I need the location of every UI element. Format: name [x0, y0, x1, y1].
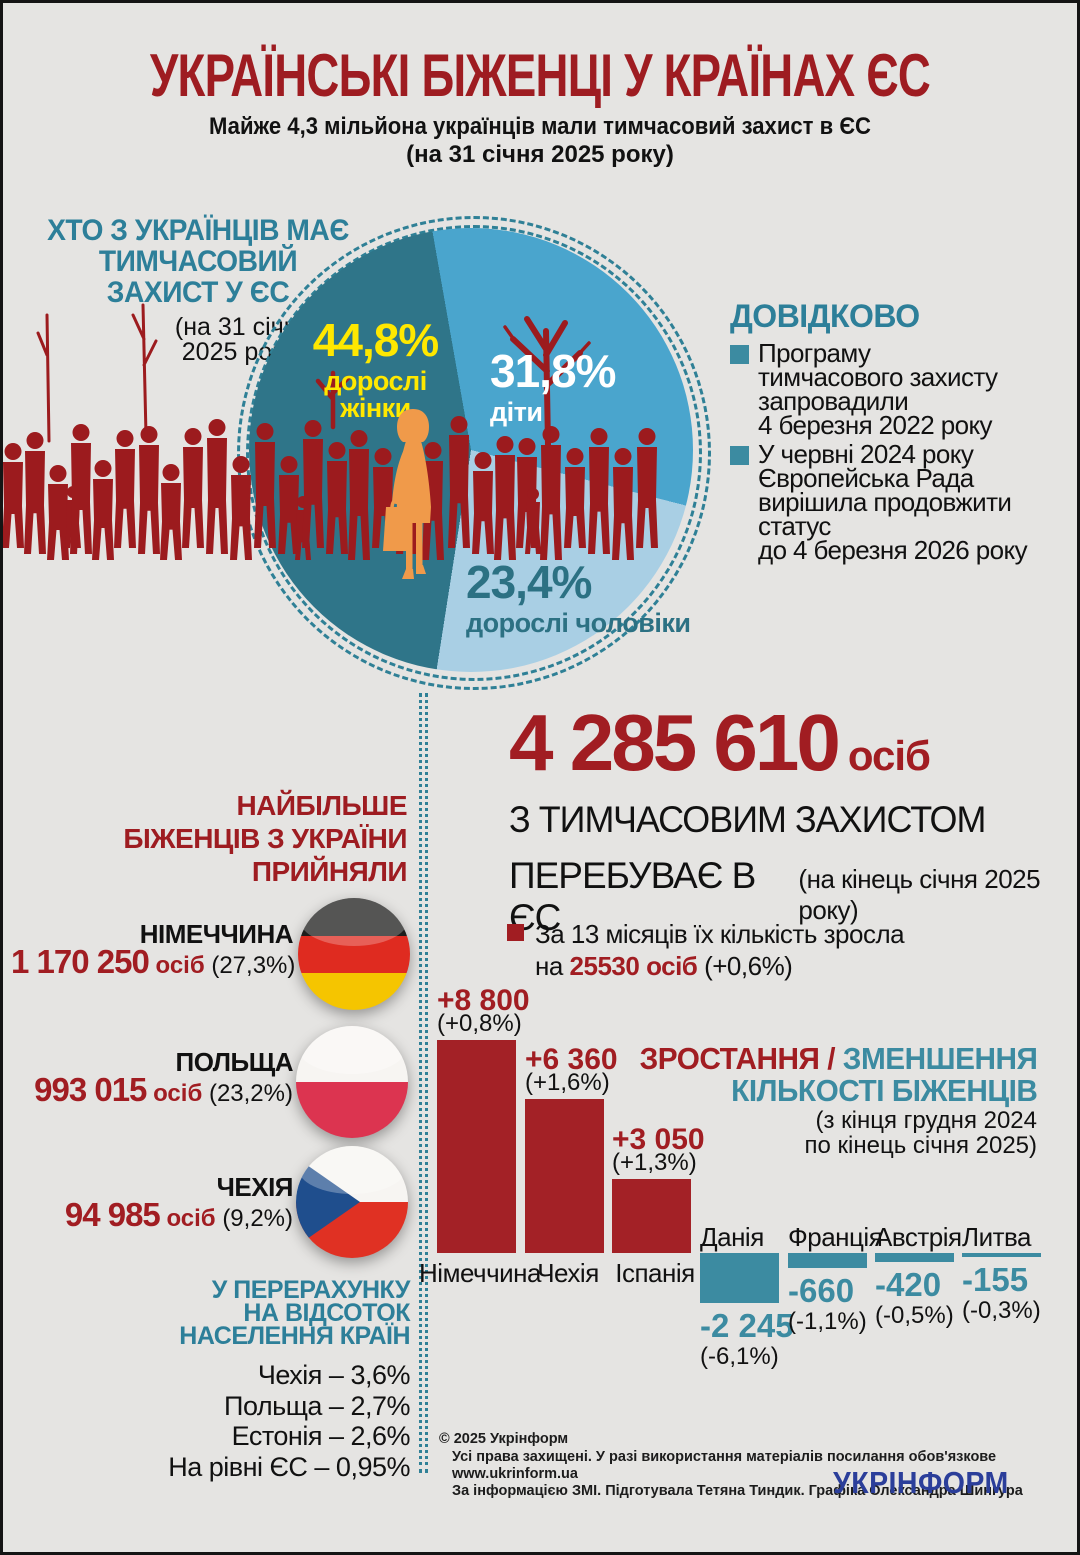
footer-copyright: © 2025 Укрінформ: [439, 1431, 569, 1447]
bar-column-france: Франція -660 (-1,1%): [788, 1222, 883, 1335]
footer-website: www.ukrinform.ua: [452, 1466, 578, 1482]
country-number: 993 015 осіб (23,2%): [34, 1071, 293, 1108]
bar: [700, 1253, 779, 1303]
reference-bullet-icon: [730, 446, 749, 465]
bar: [875, 1253, 954, 1262]
country-name: ЧЕХІЯ: [216, 1172, 294, 1202]
reference-item: Програму тимчасового захисту запровадили…: [758, 338, 998, 440]
bar-column-spain: +3 050 (+1,3%) Іспанія: [612, 1123, 705, 1288]
change-chart-note: (з кінця грудня 2024 по кінець січня 202…: [804, 1107, 1038, 1159]
total-caption-line1: З ТИМЧАСОВИМ ЗАХИСТОМ: [509, 799, 986, 840]
woman-with-bag-silhouette: [383, 409, 431, 579]
page-subtitle: Майже 4,3 мільйона українців мали тимчас…: [209, 113, 871, 140]
per-capita-heading: У ПЕРЕРАХУНКУ НА ВІДСОТОК НАСЕЛЕННЯ КРАЇ…: [179, 1276, 410, 1350]
growth-bullet-icon: [507, 924, 524, 941]
country-name: ПОЛЬЩА: [175, 1047, 294, 1077]
czechia-flag-icon: [296, 1146, 408, 1258]
country-name: НІМЕЧЧИНА: [139, 919, 294, 949]
poland-flag-icon: [296, 1026, 408, 1138]
footer-rights: Усі права захищені. У разі використання …: [452, 1449, 997, 1465]
per-capita-list: Чехія – 3,6% Польща – 2,7% Естонія – 2,6…: [168, 1360, 410, 1482]
pie-dotted-ring-outer: [237, 216, 711, 690]
page-title: УКРАЇНСЬКІ БІЖЕНЦІ У КРАЇНАХ ЄС: [149, 42, 931, 109]
bar: [437, 1040, 516, 1253]
germany-flag-icon: [298, 898, 410, 1010]
change-chart-title: ЗРОСТАННЯ / ЗМЕНШЕННЯ КІЛЬКОСТІ БІЖЕНЦІВ: [639, 1041, 1037, 1108]
country-number: 94 985 осіб (9,2%): [64, 1196, 293, 1233]
bar-column-lithuania: Литва -155 (-0,3%): [962, 1222, 1041, 1324]
growth-value: 25530 осіб: [569, 951, 698, 981]
bar: [525, 1099, 604, 1253]
total-caption-line2: ПЕРЕБУВАЄ В ЄС (на кінець січня 2025 рок…: [509, 855, 1041, 938]
bar-column-denmark: Данія -2 245 (-6,1%): [700, 1222, 794, 1370]
total-number: 4 285 610: [509, 698, 841, 787]
bar-column-germany: +8 800 (+0,8%) Німеччина: [419, 984, 541, 1288]
slice-label-men: 23,4% дорослі чоловіки: [466, 556, 691, 638]
growth-text-line2: на 25530 осіб (+0,6%): [535, 951, 793, 981]
bare-trees-silhouette: [36, 303, 591, 448]
reference-item: У червні 2024 року Європейська Рада вирі…: [758, 439, 1028, 565]
bar-column-czechia: +6 360 (+1,6%) Чехія: [525, 1043, 618, 1288]
refugee-crowd-silhouette: [3, 303, 658, 560]
country-number: 1 170 250 осіб (27,3%): [11, 943, 296, 980]
slice-label-women: 44,8% дорослі жінки: [312, 314, 439, 423]
footer-credits: За інформацією ЗМІ. Підготувала Тетяна Т…: [452, 1483, 1023, 1499]
reference-heading: ДОВІДКОВО: [730, 298, 920, 334]
pie-dotted-ring-inner: [246, 225, 702, 681]
ukrinform-logo: УКРІНФОРМ: [833, 1465, 1009, 1500]
total-number-line: 4 285 610 осіб: [509, 698, 931, 787]
pie-section-heading: ХТО З УКРАЇНЦІВ МАЄ ТИМЧАСОВИЙ ЗАХИСТ У …: [47, 214, 349, 309]
total-unit: осіб: [847, 732, 931, 779]
bar: [962, 1253, 1041, 1257]
bar-column-austria: Австрія -420 (-0,5%): [875, 1222, 962, 1329]
reference-bullet-icon: [730, 345, 749, 364]
slice-label-children: 31,8% діти: [490, 345, 616, 427]
page-subtitle-note: (на 31 січня 2025 року): [406, 141, 674, 168]
dotted-divider: [419, 693, 428, 1473]
growth-text-line1: За 13 місяців їх кількість зросла: [535, 919, 905, 949]
bar: [788, 1253, 867, 1268]
bar: [612, 1179, 691, 1253]
top-countries-heading: НАЙБІЛЬШЕ БІЖЕНЦІВ З УКРАЇНИ ПРИЙНЯЛИ: [123, 790, 407, 887]
